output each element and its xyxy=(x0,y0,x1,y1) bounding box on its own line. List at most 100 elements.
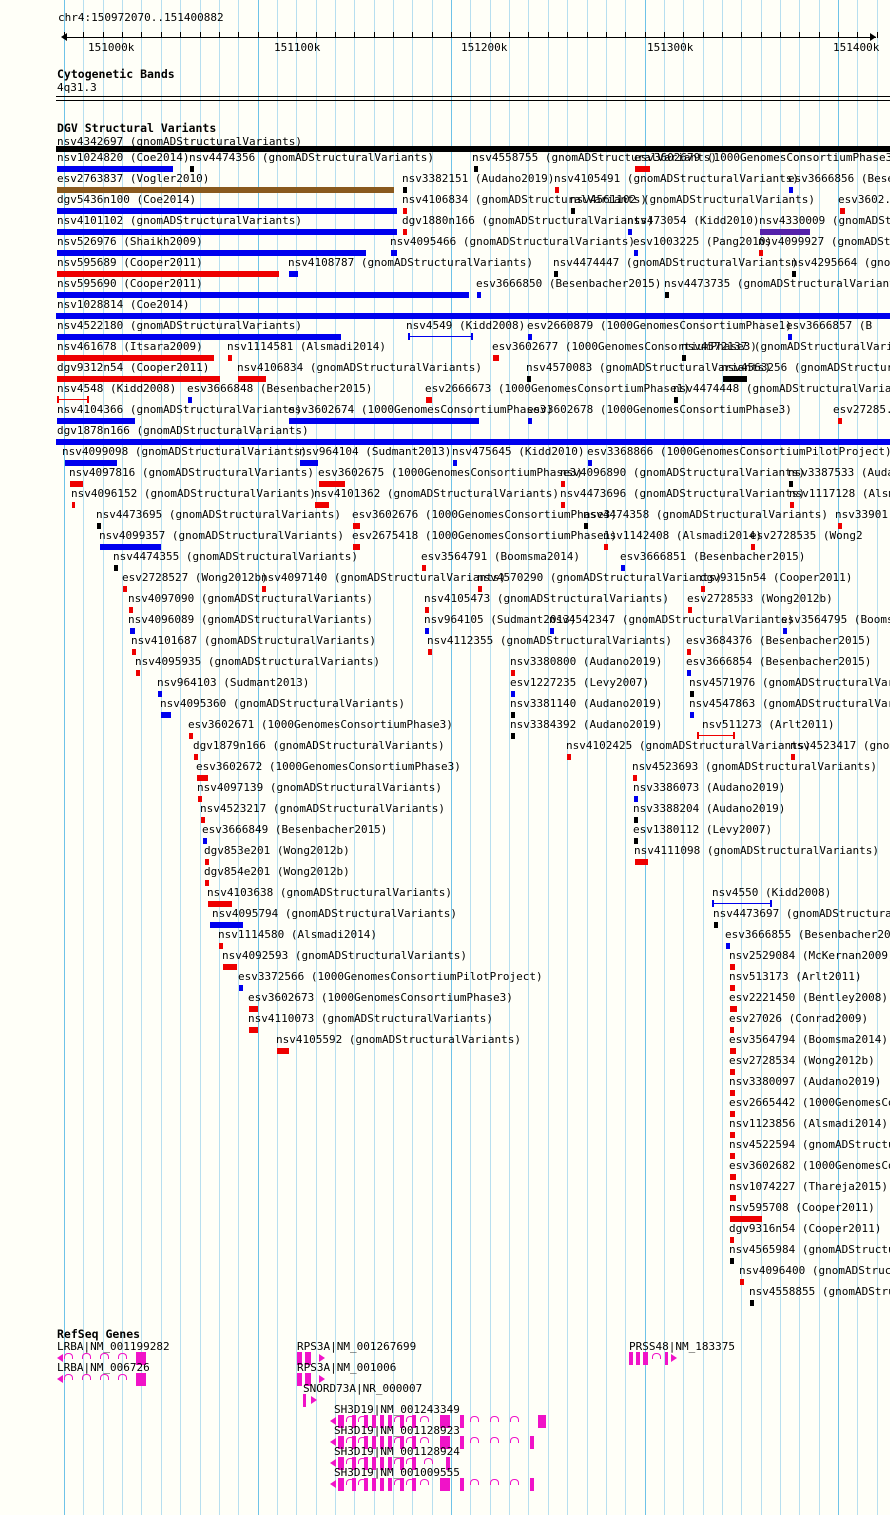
variant-label[interactable]: esv2665442 (1000GenomesCons xyxy=(729,1096,890,1109)
variant-bar[interactable] xyxy=(511,733,515,739)
variant-label[interactable]: nsv4474355 (gnomADStructuralVariants) xyxy=(113,550,359,563)
variant-label[interactable]: nsv4106834 (gnomADStructuralVariants) xyxy=(237,361,483,374)
variant-bar[interactable] xyxy=(730,1069,735,1075)
variant-label[interactable]: nsv964104 (Sudmant2013) xyxy=(299,445,452,458)
variant-bar[interactable] xyxy=(740,1279,744,1285)
variant-bar[interactable] xyxy=(57,334,341,340)
variant-label[interactable]: nsv511273 (Arlt2011) xyxy=(702,718,835,731)
variant-label[interactable]: nsv4099357 (gnomADStructuralVariants) xyxy=(99,529,345,542)
variant-bar[interactable] xyxy=(56,439,890,445)
variant-bar[interactable] xyxy=(57,229,397,235)
variant-label[interactable]: nsv1114580 (Alsmadi2014) xyxy=(218,928,377,941)
variant-bar[interactable] xyxy=(701,586,705,592)
gene-model[interactable] xyxy=(297,1352,325,1365)
variant-bar[interactable] xyxy=(57,187,394,193)
variant-label[interactable]: esv3602682 (1000GenomesCons xyxy=(729,1159,890,1172)
variant-label[interactable]: nsv595708 (Cooper2011) xyxy=(729,1201,875,1214)
variant-bar[interactable] xyxy=(726,943,730,949)
variant-bar[interactable] xyxy=(205,859,209,865)
variant-bar[interactable] xyxy=(730,1090,735,1096)
gene-label[interactable]: RPS3A|NM_001006 xyxy=(297,1361,397,1374)
variant-bar[interactable] xyxy=(635,859,648,865)
variant-bar[interactable] xyxy=(190,166,194,172)
variant-label[interactable]: nsv4103638 (gnomADStructuralVariants) xyxy=(207,886,453,899)
variant-bar[interactable] xyxy=(561,502,565,508)
variant-bar[interactable] xyxy=(353,544,360,550)
variant-bar[interactable] xyxy=(208,901,232,907)
variant-bar[interactable] xyxy=(277,1048,289,1054)
variant-label[interactable]: esv3564794 (Boomsma2014) xyxy=(729,1033,888,1046)
variant-label[interactable]: esv2728527 (Wong2012b) xyxy=(122,571,268,584)
variant-bar[interactable] xyxy=(194,754,198,760)
variant-label[interactable]: nsv4473695 (gnomADStructuralVariants) xyxy=(96,508,342,521)
variant-label[interactable]: esv3666856 (Besenbacher2015) xyxy=(788,172,890,185)
variant-label[interactable]: esv3368866 (1000GenomesConsortiumPilotPr… xyxy=(587,445,890,458)
variant-label[interactable]: nsv4105592 (gnomADStructuralVariants) xyxy=(276,1033,522,1046)
variant-bar[interactable] xyxy=(635,166,650,172)
variant-label[interactable]: nsv4570083 (gnomADStructuralVariants) xyxy=(526,361,772,374)
variant-label[interactable]: esv3602671 (1000GenomesConsortiumPhase3) xyxy=(188,718,453,731)
variant-bar[interactable] xyxy=(203,838,207,844)
variant-label[interactable]: esv3602675 (1000GenomesConsortiumPhase3) xyxy=(318,466,583,479)
variant-bar[interactable] xyxy=(674,397,678,403)
variant-bar[interactable] xyxy=(788,334,792,340)
variant-bar[interactable] xyxy=(262,586,266,592)
variant-label[interactable]: esv3666850 (Besenbacher2015) xyxy=(476,277,662,290)
variant-label[interactable]: nsv461678 (Itsara2009) xyxy=(57,340,203,353)
gene-label[interactable]: SH3D19|NM_001128923 xyxy=(334,1424,460,1437)
variant-bar[interactable] xyxy=(428,649,432,655)
variant-bar[interactable] xyxy=(730,1195,736,1201)
variant-bar[interactable] xyxy=(130,628,135,634)
variant-bar[interactable] xyxy=(56,313,890,319)
gene-label[interactable]: SH3D19|NM_001243349 xyxy=(334,1403,460,1416)
variant-bar[interactable] xyxy=(403,208,407,214)
variant-label[interactable]: nsv3384392 (Audano2019) xyxy=(510,718,663,731)
variant-label[interactable]: esv2763837 (Vogler2010) xyxy=(57,172,210,185)
variant-label[interactable]: nsv4106834 (gnomADStructuralVariants) xyxy=(402,193,648,206)
variant-label[interactable]: nsv4571976 (gnomADStructuralVaria xyxy=(689,676,890,689)
variant-bar[interactable] xyxy=(604,544,608,550)
variant-bar[interactable] xyxy=(528,334,532,340)
variant-label[interactable]: nsv4097090 (gnomADStructuralVariants) xyxy=(128,592,374,605)
gene-model[interactable] xyxy=(297,1373,325,1386)
variant-bar[interactable] xyxy=(57,376,220,382)
variant-bar[interactable] xyxy=(249,1006,258,1012)
variant-bar[interactable] xyxy=(238,376,266,382)
variant-bar[interactable] xyxy=(759,250,763,256)
variant-label[interactable]: nsv3386073 (Audano2019) xyxy=(633,781,786,794)
variant-bar[interactable] xyxy=(210,922,243,928)
variant-range[interactable] xyxy=(57,396,89,403)
variant-label[interactable]: esv27026 (Conrad2009) xyxy=(729,1012,869,1025)
variant-label[interactable]: esv2666673 (1000GenomesConsortiumPhase1) xyxy=(425,382,690,395)
variant-label[interactable]: nsv964103 (Sudmant2013) xyxy=(157,676,310,689)
variant-label[interactable]: esv3602678 (1000GenomesConsortiumPhase3) xyxy=(527,403,792,416)
variant-label[interactable]: nsv33901... xyxy=(835,508,890,521)
variant-label[interactable]: nsv4105473 (gnomADStructuralVariants) xyxy=(424,592,670,605)
variant-bar[interactable] xyxy=(633,775,637,781)
variant-label[interactable]: nsv4474447 (gnomADStructuralVariants) xyxy=(553,256,799,269)
variant-label[interactable]: nsv4547863 (gnomADStructuralVaria xyxy=(689,697,890,710)
variant-label[interactable]: nsv1114581 (Alsmadi2014) xyxy=(227,340,386,353)
variant-bar[interactable] xyxy=(730,964,735,970)
variant-label[interactable]: nsv4096089 (gnomADStructuralVariants) xyxy=(128,613,374,626)
variant-label[interactable]: dgv5436n100 (Coe2014) xyxy=(57,193,197,206)
variant-label[interactable]: nsv4295664 (gnomA xyxy=(791,256,890,269)
variant-label[interactable]: dgv1879n166 (gnomADStructuralVariants) xyxy=(193,739,445,752)
cytoband-value[interactable]: 4q31.3 xyxy=(57,81,97,94)
variant-label[interactable]: esv3602677 (1000GenomesConsortiumPhase3) xyxy=(492,340,757,353)
variant-bar[interactable] xyxy=(688,607,692,613)
variant-bar[interactable] xyxy=(425,607,429,613)
variant-bar[interactable] xyxy=(57,418,135,424)
variant-bar[interactable] xyxy=(197,775,208,781)
variant-label[interactable]: nsv1074227 (Thareja2015) xyxy=(729,1180,888,1193)
variant-label[interactable]: nsv4092593 (gnomADStructuralVariants) xyxy=(222,949,468,962)
variant-bar[interactable] xyxy=(687,649,691,655)
variant-label[interactable]: nsv595689 (Cooper2011) xyxy=(57,256,203,269)
variant-label[interactable]: nsv4095360 (gnomADStructuralVariants) xyxy=(160,697,406,710)
variant-label[interactable]: nsv1123856 (Alsmadi2014) xyxy=(729,1117,888,1130)
variant-bar[interactable] xyxy=(158,691,162,697)
variant-label[interactable]: nsv595690 (Cooper2011) xyxy=(57,277,203,290)
variant-label[interactable]: nsv4473697 (gnomADStructuralV xyxy=(713,907,890,920)
variant-bar[interactable] xyxy=(621,565,625,571)
variant-bar[interactable] xyxy=(789,187,793,193)
